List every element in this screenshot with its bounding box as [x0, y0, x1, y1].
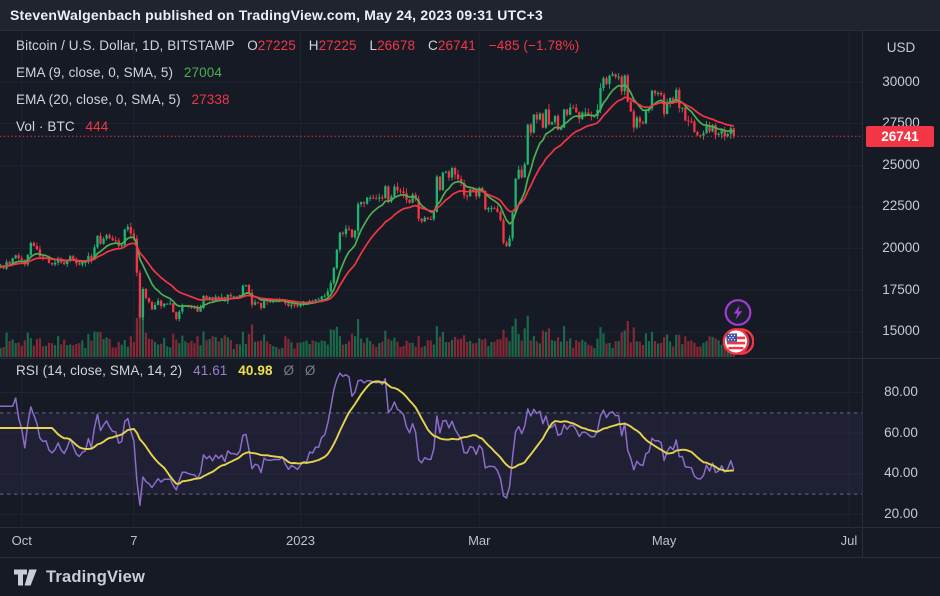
price-axis-tick: 22500 — [882, 198, 920, 214]
price-axis[interactable]: USD 30000 27500 25000 22500 20000 17500 15000 8… — [862, 30, 940, 557]
rsi-axis-tick: 20.00 — [884, 505, 918, 521]
rsi-label[interactable]: RSI (14, close, SMA, 14, 2) — [16, 363, 183, 378]
attribution-bar: StevenWalgenbach published on TradingVie… — [0, 0, 940, 31]
price-axis-tick: 20000 — [882, 240, 920, 256]
close-label: C — [427, 38, 438, 53]
price-axis-tick: 25000 — [882, 156, 920, 172]
volume-label[interactable]: Vol · BTC — [16, 119, 75, 134]
open-label: O — [247, 38, 258, 53]
rsi-axis-tick: 60.00 — [884, 424, 918, 440]
time-axis-label: 7 — [130, 533, 138, 548]
rsi-value: 41.61 — [193, 363, 228, 378]
footer-brand[interactable]: TradingView — [46, 567, 146, 586]
ema20-value: 27338 — [191, 92, 230, 107]
ema20-legend-row[interactable]: EMA (20, close, 0, SMA, 5) 27338 — [16, 92, 230, 107]
low-label: L — [369, 38, 378, 53]
ema9-label[interactable]: EMA (9, close, 0, SMA, 5) — [16, 65, 174, 80]
tradingview-logo-icon[interactable] — [13, 567, 38, 588]
time-axis-label: May — [651, 533, 677, 548]
rsi-ma-value: 40.98 — [238, 363, 273, 378]
price-axis-tick: 15000 — [882, 323, 920, 339]
rsi-empty-1: Ø — [283, 363, 295, 378]
ema9-legend-row[interactable]: EMA (9, close, 0, SMA, 5) 27004 — [16, 65, 222, 80]
rsi-legend-row[interactable]: RSI (14, close, SMA, 14, 2) 41.61 40.98 … — [16, 363, 316, 378]
rsi-empty-2: Ø — [304, 363, 316, 378]
time-axis-label: Oct — [11, 533, 32, 548]
close-value: 26741 — [437, 38, 476, 53]
open-value: 27225 — [257, 38, 296, 53]
volume-value: 444 — [85, 119, 109, 134]
price-axis-tick: 30000 — [882, 73, 920, 89]
ema20-label[interactable]: EMA (20, close, 0, SMA, 5) — [16, 92, 181, 107]
attribution-text: StevenWalgenbach published on TradingVie… — [10, 7, 544, 23]
low-value: 26678 — [377, 38, 416, 53]
high-label: H — [308, 38, 319, 53]
ema9-value: 27004 — [183, 65, 222, 80]
volume-legend-row[interactable]: Vol · BTC 444 — [16, 119, 108, 134]
rsi-axis-tick: 80.00 — [884, 384, 918, 399]
change-value: −485 (−1.78%) — [488, 38, 580, 53]
price-axis-tick: 17500 — [882, 281, 920, 297]
time-axis[interactable]: Oct 7 2023 Mar May Jul — [0, 527, 940, 557]
lightning-icon[interactable] — [723, 298, 753, 327]
rsi-axis-tick: 40.00 — [884, 465, 918, 481]
last-price-badge: 26741 — [866, 125, 934, 147]
high-value: 27225 — [318, 38, 357, 53]
price-axis-unit: USD — [886, 40, 916, 55]
symbol-title[interactable]: Bitcoin / U.S. Dollar, 1D, BITSTAMP — [16, 38, 235, 53]
time-axis-label: Jul — [840, 533, 858, 548]
us-flag-icon[interactable] — [722, 327, 755, 356]
time-axis-label: 2023 — [286, 533, 315, 548]
footer-bar: TradingView — [0, 558, 940, 596]
time-axis-label: Mar — [468, 533, 491, 548]
symbol-legend-row[interactable]: Bitcoin / U.S. Dollar, 1D, BITSTAMP O272… — [16, 38, 579, 53]
